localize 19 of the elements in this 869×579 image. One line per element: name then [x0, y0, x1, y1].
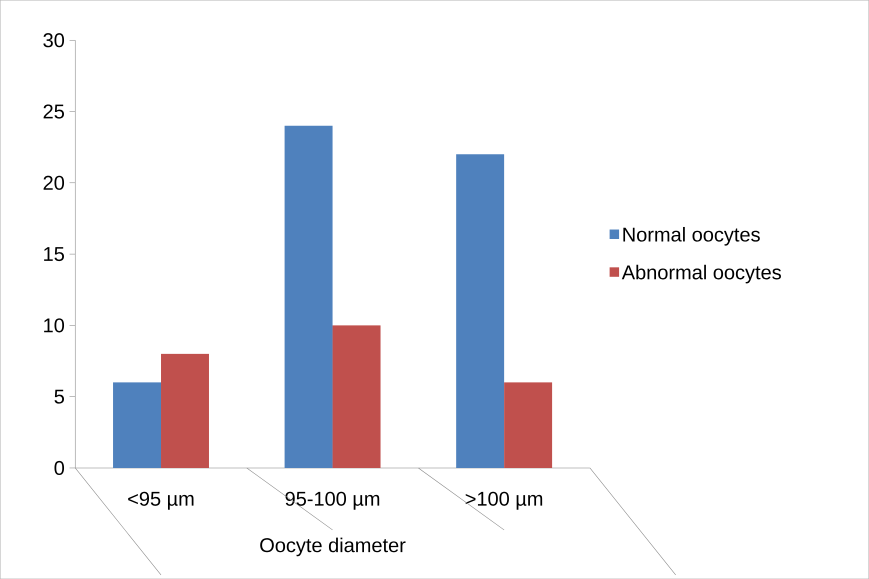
bar — [332, 325, 381, 468]
x-axis-title: Oocyte diameter — [260, 538, 406, 556]
y-tick-label: 25 — [44, 104, 64, 119]
y-tick-label: 20 — [44, 176, 64, 190]
legend-label: Abnormal oocytes — [622, 264, 781, 284]
y-tick-label: 15 — [44, 247, 64, 261]
legend-label: Normal oocytes — [623, 226, 760, 246]
bar — [113, 382, 162, 468]
y-tick-label: 30 — [43, 33, 64, 48]
x-tick-label: >100 µm — [466, 492, 542, 510]
bar — [504, 382, 552, 468]
bar — [284, 126, 333, 468]
y-tick-label: 5 — [54, 390, 64, 404]
bar — [161, 354, 209, 468]
y-tick-label: 10 — [44, 318, 64, 332]
y-tick-label: 0 — [54, 460, 64, 475]
bar — [456, 154, 504, 468]
x-tick-label: <95 µm — [128, 492, 194, 510]
x-tick-label: 95-100 µm — [286, 492, 380, 510]
